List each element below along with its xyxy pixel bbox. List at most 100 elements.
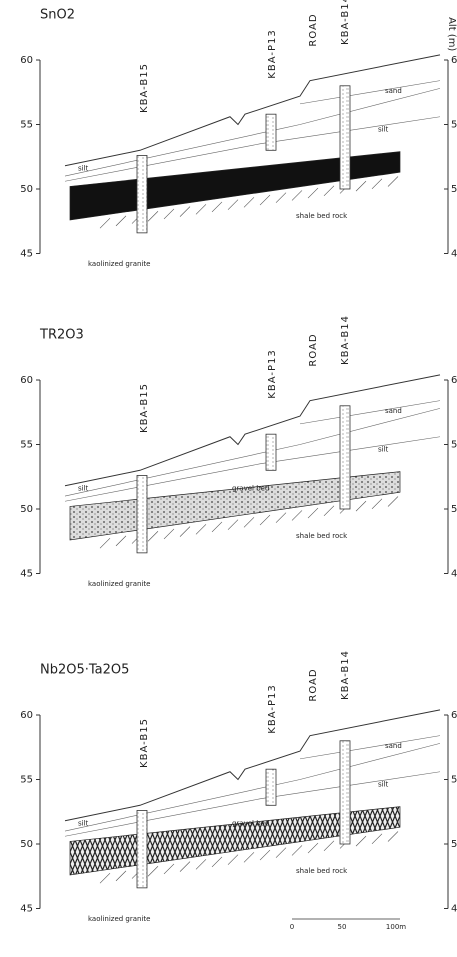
bedrock-hatch xyxy=(195,204,207,215)
bedrock-hatch xyxy=(179,526,191,537)
layer-boundary xyxy=(299,400,441,425)
right-tick-label: 45 xyxy=(451,904,457,915)
layer-label: sand xyxy=(385,742,402,750)
bedrock-hatch xyxy=(99,872,111,884)
bedrock-hatch xyxy=(147,531,159,542)
layer-boundary xyxy=(64,771,441,837)
left-tick-label: 50 xyxy=(20,839,33,850)
axis-label: Alt (m) xyxy=(446,17,457,51)
right-tick-label: 60 xyxy=(451,55,457,66)
ore-layer xyxy=(69,806,401,876)
bedrock-hatch xyxy=(355,180,367,192)
left-tick-label: 60 xyxy=(20,55,33,66)
ore-layer xyxy=(69,151,401,221)
bedrock-hatch xyxy=(211,201,223,213)
bedrock-hatch xyxy=(307,187,319,199)
bedrock-hatch xyxy=(243,852,255,863)
borehole-label: KBA-B15 xyxy=(139,63,150,113)
bedrock-hatch xyxy=(323,840,335,851)
left-tick-label: 50 xyxy=(20,504,33,515)
left-tick-label: 50 xyxy=(20,184,33,195)
right-tick-label: 45 xyxy=(451,249,457,260)
left-tick-label: 55 xyxy=(20,120,33,131)
panel-title: SnO2 xyxy=(40,8,75,23)
bedrock-hatch xyxy=(291,510,303,521)
bedrock-hatch xyxy=(259,514,271,526)
bedrock-hatch xyxy=(323,185,335,196)
layer-label: silt xyxy=(78,819,89,827)
layer-label: kaolinized granite xyxy=(88,580,150,588)
bedrock-hatch xyxy=(259,194,271,206)
borehole-label: KBA-B15 xyxy=(139,718,150,768)
layer-boundary xyxy=(64,436,441,502)
bedrock-hatch xyxy=(147,866,159,877)
borehole-label: ROAD xyxy=(308,333,319,366)
layer-boundary xyxy=(64,116,441,182)
bedrock-hatch xyxy=(227,199,239,210)
borehole xyxy=(339,85,351,190)
bedrock-hatch xyxy=(99,217,111,229)
bedrock-hatch xyxy=(227,519,239,530)
scale-label: 0 xyxy=(290,923,294,931)
bedrock-hatch xyxy=(163,528,175,540)
left-tick-label: 45 xyxy=(20,249,33,260)
bedrock-hatch xyxy=(259,849,271,861)
bedrock-hatch xyxy=(291,845,303,856)
right-tick-label: 55 xyxy=(451,440,457,451)
layer-label: silt xyxy=(378,446,389,454)
panel-title: Nb2O5·Ta2O5 xyxy=(40,663,129,678)
layer-label: kaolinized granite xyxy=(88,915,150,923)
ground-surface xyxy=(64,374,441,487)
bedrock-hatch xyxy=(115,535,127,547)
section-panel: TR2O3 60 55 50 45 60 55 50 45 KBA-B15 KBA-P13 ROAD K… xyxy=(20,315,457,588)
borehole xyxy=(265,433,277,471)
borehole-label: KBA-P13 xyxy=(267,29,278,78)
panel-title: TR2O3 xyxy=(39,328,84,343)
bedrock-hatch xyxy=(291,190,303,201)
bedrock-hatch xyxy=(163,863,175,875)
section-panel: Nb2O5·Ta2O5 60 55 50 45 65 55 50 45 KBA-B15 KBA-P1… xyxy=(20,650,457,923)
bedrock-hatch xyxy=(355,835,367,847)
bedrock-hatch xyxy=(147,211,159,222)
bedrock-hatch xyxy=(179,861,191,872)
bedrock-hatch xyxy=(307,507,319,519)
left-tick-label: 45 xyxy=(20,569,33,580)
section-panel: SnO2 60 55 50 45 60 55 50 45 Alt (m) KBA-B15 KBA-P1… xyxy=(20,0,457,268)
bedrock-hatch xyxy=(211,521,223,533)
layer-label: silt xyxy=(378,126,389,134)
borehole xyxy=(136,155,148,234)
bedrock-hatch xyxy=(99,537,111,549)
bedrock-hatch xyxy=(387,176,399,187)
scale-label: 50 xyxy=(338,923,347,931)
left-tick-label: 55 xyxy=(20,775,33,786)
layer-label: silt xyxy=(78,484,89,492)
layer-label: shale bed rock xyxy=(296,212,348,220)
right-tick-label: 65 xyxy=(451,710,457,721)
right-tick-label: 60 xyxy=(451,375,457,386)
borehole-label: KBA-B15 xyxy=(139,383,150,433)
bedrock-hatch xyxy=(323,505,335,516)
bedrock-hatch xyxy=(179,206,191,217)
layer-label: gravel bed xyxy=(232,484,269,492)
bedrock-hatch xyxy=(243,517,255,528)
bedrock-hatch xyxy=(211,856,223,868)
layer-label: shale bed rock xyxy=(296,867,348,875)
right-tick-label: 55 xyxy=(451,775,457,786)
bedrock-hatch xyxy=(371,178,383,190)
ore-layer xyxy=(69,471,401,541)
layer-label: silt xyxy=(378,781,389,789)
bedrock-hatch xyxy=(195,524,207,535)
ground-surface xyxy=(64,54,441,167)
ground-surface xyxy=(64,709,441,822)
scale-label: 100m xyxy=(386,923,406,931)
bedrock-hatch xyxy=(275,192,287,203)
layer-label: sand xyxy=(385,87,402,95)
right-tick-label: 55 xyxy=(451,120,457,131)
left-tick-label: 45 xyxy=(20,904,33,915)
bedrock-hatch xyxy=(243,197,255,208)
bedrock-hatch xyxy=(227,854,239,865)
bedrock-hatch xyxy=(387,496,399,507)
borehole xyxy=(136,810,148,889)
bedrock-hatch xyxy=(355,500,367,512)
